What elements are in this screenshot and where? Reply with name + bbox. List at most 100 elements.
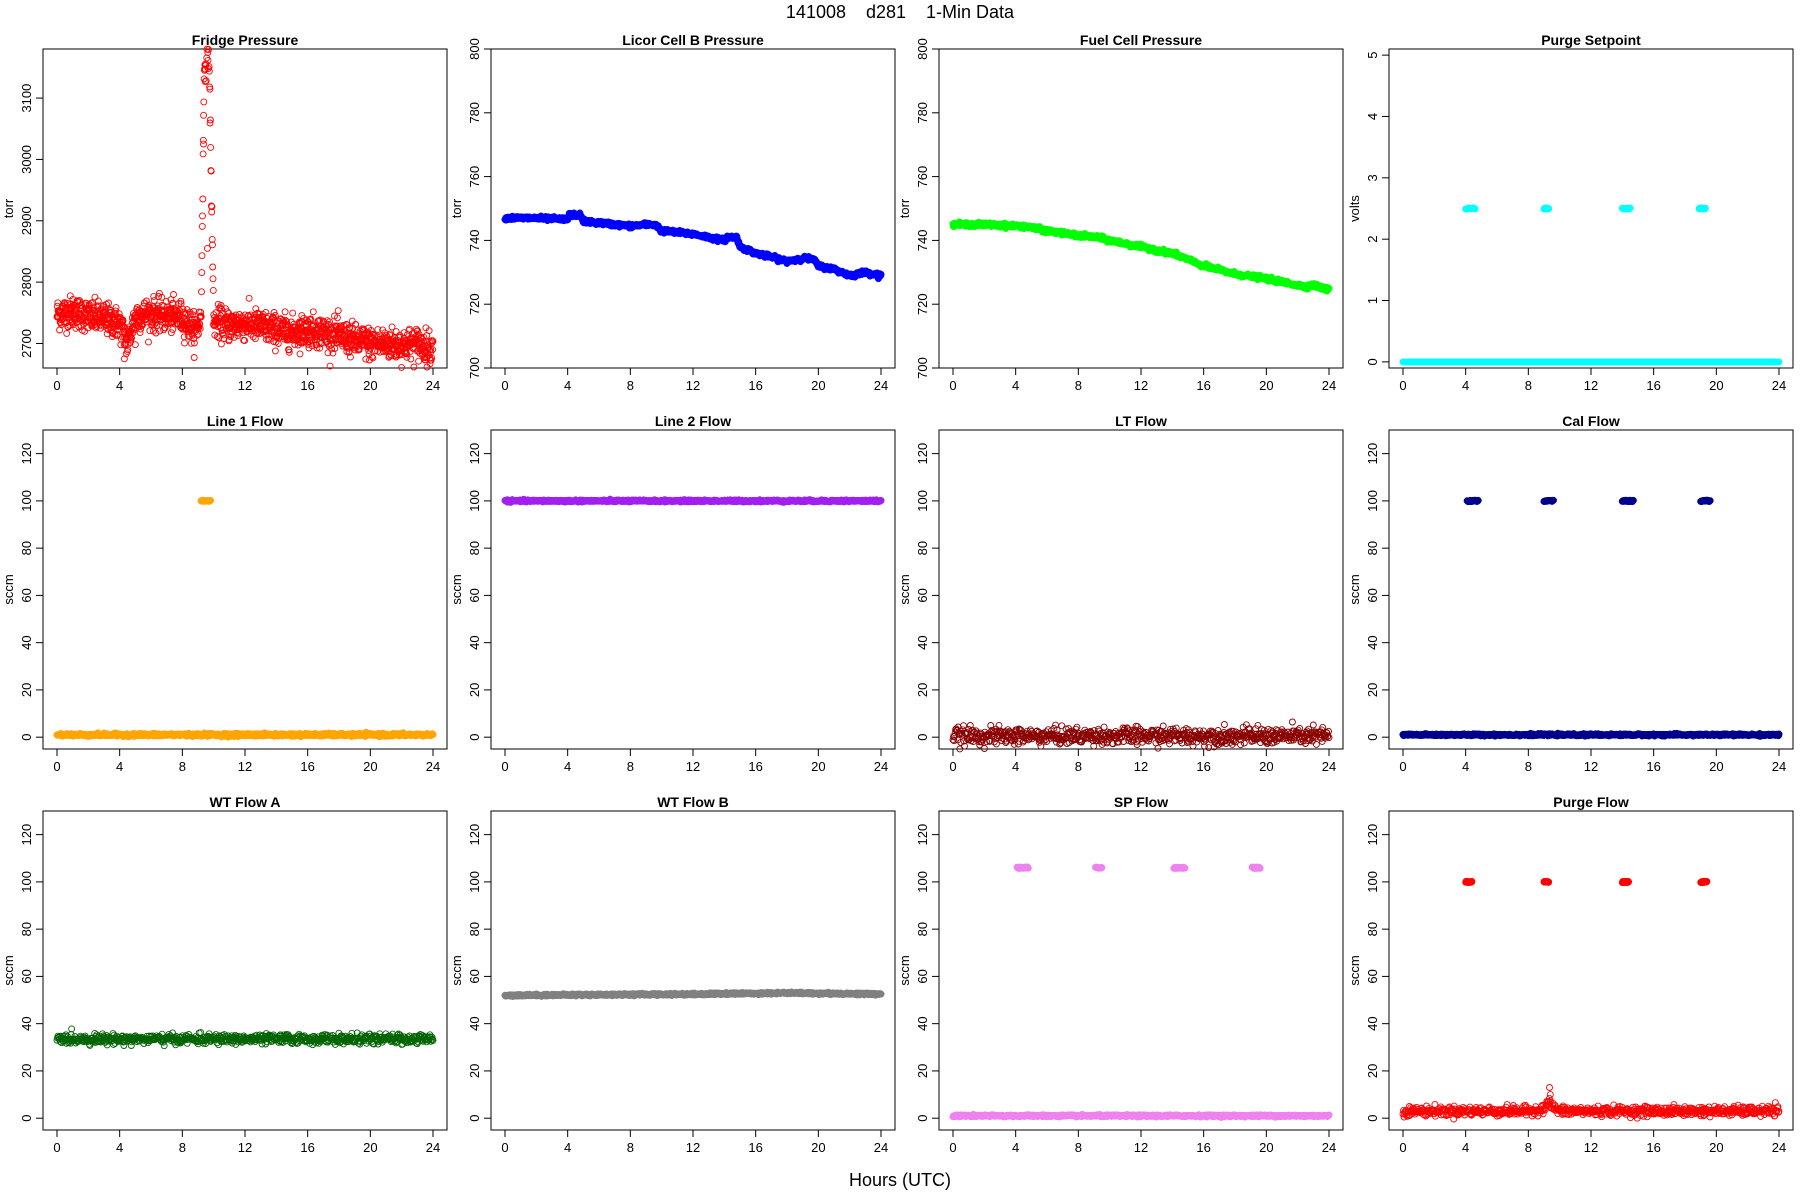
data-point xyxy=(183,310,191,317)
data-points xyxy=(53,45,437,371)
data-point xyxy=(254,309,262,317)
data-point xyxy=(204,49,212,56)
data-point xyxy=(429,346,437,354)
data-point xyxy=(1325,284,1333,293)
x-tick-label: 12 xyxy=(686,759,700,774)
y-tick-label: 760 xyxy=(467,166,482,188)
x-tick-label: 8 xyxy=(1075,378,1082,393)
data-point xyxy=(152,329,160,337)
x-tick-label: 0 xyxy=(1399,378,1406,393)
data-point xyxy=(269,314,277,321)
x-tick-label: 16 xyxy=(748,759,762,774)
x-tick-label: 24 xyxy=(1322,378,1336,393)
data-point xyxy=(386,330,394,338)
x-tick-label: 8 xyxy=(179,759,186,774)
y-axis-label: volts xyxy=(1347,195,1362,222)
y-tick-label: 700 xyxy=(915,357,930,379)
data-point xyxy=(368,353,376,361)
plot-frame xyxy=(938,48,1344,369)
data-point xyxy=(218,305,226,313)
data-point xyxy=(309,308,317,316)
x-tick-label: 16 xyxy=(1646,378,1660,393)
x-tick-label: 0 xyxy=(53,378,60,393)
data-point xyxy=(208,203,216,211)
data-point xyxy=(326,362,334,370)
y-tick-label: 20 xyxy=(19,683,34,697)
data-point xyxy=(189,311,197,319)
data-point xyxy=(227,333,234,341)
data-point xyxy=(200,98,208,106)
x-tick-label: 20 xyxy=(1709,378,1723,393)
data-point xyxy=(69,302,77,310)
data-point xyxy=(155,293,163,300)
data-point xyxy=(142,297,150,305)
x-tick-label: 0 xyxy=(949,378,956,393)
data-point xyxy=(198,288,205,296)
y-tick-label: 800 xyxy=(915,38,930,60)
panel-title: Fridge Pressure xyxy=(192,32,299,48)
data-point xyxy=(410,363,418,371)
data-point xyxy=(374,326,382,334)
x-tick-label: 12 xyxy=(686,378,700,393)
data-point xyxy=(181,339,188,347)
x-tick-label: 16 xyxy=(300,378,314,393)
data-point xyxy=(425,327,433,335)
panel-title: Line 2 Flow xyxy=(655,413,731,429)
data-point xyxy=(413,327,421,335)
x-tick-label: 4 xyxy=(116,378,123,393)
data-point xyxy=(396,333,404,341)
x-tick-label: 12 xyxy=(1134,378,1148,393)
y-tick-label: 0 xyxy=(467,734,482,741)
data-point xyxy=(113,330,121,338)
data-point xyxy=(199,195,207,203)
page-title: 141008 d281 1-Min Data xyxy=(785,2,1015,22)
data-point xyxy=(198,222,206,230)
y-axis-label: torr xyxy=(1,198,16,218)
y-tick-label: 780 xyxy=(915,102,930,124)
data-point xyxy=(296,350,304,358)
x-tick-label: 20 xyxy=(811,378,825,393)
data-point xyxy=(202,77,210,85)
data-point xyxy=(213,333,221,340)
panel-title: Line 1 Flow xyxy=(207,413,283,429)
y-tick-label: 3100 xyxy=(19,84,34,113)
data-point xyxy=(307,315,315,323)
y-tick-label: 60 xyxy=(19,588,34,602)
y-tick-label: 0 xyxy=(1365,358,1380,365)
x-tick-label: 24 xyxy=(874,759,888,774)
data-point xyxy=(329,349,337,357)
x-tick-label: 4 xyxy=(564,378,571,393)
data-point xyxy=(209,263,217,271)
data-point xyxy=(124,346,132,354)
x-tick-label: 0 xyxy=(501,759,508,774)
y-tick-label: 740 xyxy=(467,230,482,252)
data-point xyxy=(199,150,207,158)
data-point xyxy=(220,331,228,339)
x-tick-label: 20 xyxy=(363,759,377,774)
x-tick-label: 4 xyxy=(564,759,571,774)
data-points xyxy=(949,218,1333,295)
data-point xyxy=(137,325,145,333)
data-point xyxy=(94,297,102,305)
y-tick-label: 780 xyxy=(467,102,482,124)
data-point xyxy=(274,340,282,347)
x-tick-label: 12 xyxy=(1584,378,1598,393)
data-point xyxy=(271,312,279,319)
y-tick-label: 100 xyxy=(467,490,482,512)
data-point xyxy=(304,338,312,346)
plot-frame xyxy=(490,429,896,750)
data-point xyxy=(328,345,336,353)
plot-frame xyxy=(42,429,448,750)
data-point xyxy=(217,302,225,309)
data-point xyxy=(419,335,426,343)
data-point xyxy=(170,291,177,298)
data-point xyxy=(190,339,198,347)
data-point xyxy=(120,355,128,363)
data-point xyxy=(318,339,326,347)
data-point xyxy=(369,330,377,338)
data-point xyxy=(285,346,293,354)
